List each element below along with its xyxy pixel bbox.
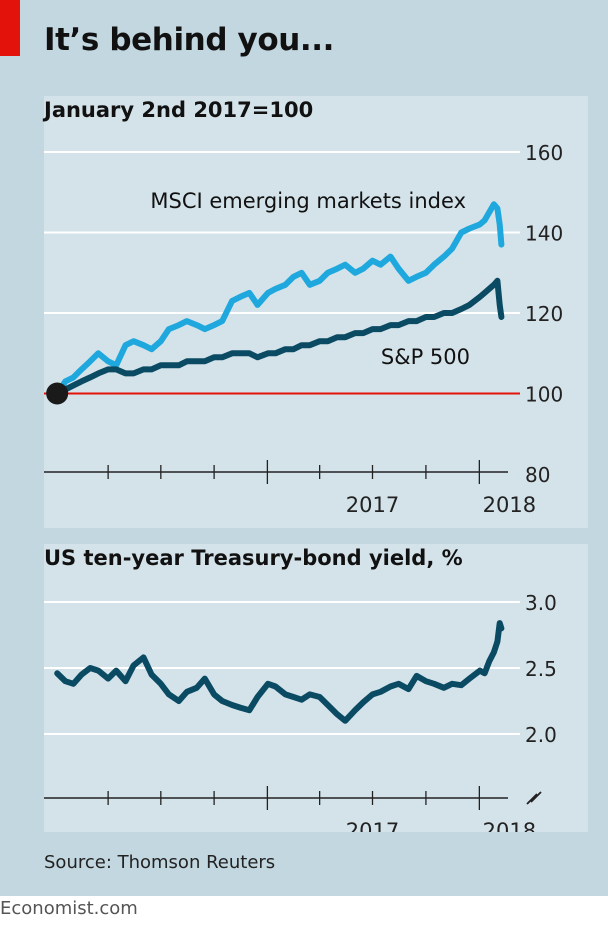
source-note: Source: Thomson Reuters bbox=[44, 852, 276, 873]
chart-card: It’s behind you... January 2nd 2017=100 … bbox=[0, 0, 608, 896]
series-annotation: S&P 500 bbox=[381, 345, 470, 369]
series-annotation: MSCI emerging markets index bbox=[150, 189, 466, 213]
red-tag bbox=[0, 0, 20, 56]
y-tick-label: 2.5 bbox=[525, 657, 557, 681]
y-tick-label: 160 bbox=[525, 141, 563, 165]
y-tick-label: 120 bbox=[525, 302, 563, 326]
x-tick-label: 2017 bbox=[346, 493, 399, 517]
axis-break-icon bbox=[526, 791, 542, 805]
bottom-plot: 2.0 2.5 3.0 2017 2018 bbox=[44, 591, 557, 832]
chart-title: It’s behind you... bbox=[44, 22, 335, 58]
x-tick-label: 2017 bbox=[346, 819, 399, 832]
x-tick-label: 2018 bbox=[483, 493, 536, 517]
start-marker bbox=[46, 382, 69, 405]
y-tick-label: 80 bbox=[525, 463, 550, 487]
bottom-panel-title: US ten-year Treasury-bond yield, % bbox=[44, 546, 463, 570]
y-tick-label: 3.0 bbox=[525, 591, 557, 615]
series-line bbox=[54, 620, 505, 724]
series-line bbox=[54, 201, 505, 397]
series-line bbox=[54, 277, 505, 397]
y-tick-label: 100 bbox=[525, 383, 563, 407]
top-plot: 80 100 120 140 160 2017 2018 MSCI emerging mark… bbox=[44, 141, 563, 517]
y-tick-label: 140 bbox=[525, 222, 563, 246]
top-panel: January 2nd 2017=100 80 100 120 140 160 2017 2… bbox=[44, 96, 588, 528]
bottom-panel: US ten-year Treasury-bond yield, % 2.0 2.… bbox=[44, 544, 588, 832]
brand-credit: Economist.com bbox=[0, 898, 138, 919]
top-panel-title: January 2nd 2017=100 bbox=[44, 98, 314, 122]
x-tick-label: 2018 bbox=[483, 819, 536, 832]
y-tick-label: 2.0 bbox=[525, 723, 557, 747]
